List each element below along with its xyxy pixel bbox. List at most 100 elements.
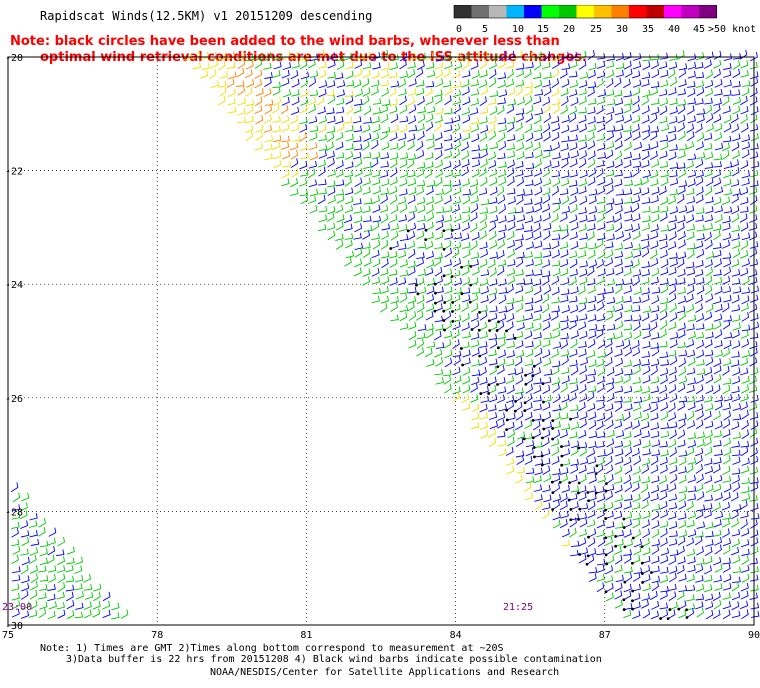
wind-barb (345, 143, 354, 151)
wind-barb (362, 186, 371, 195)
wind-barb (308, 104, 316, 114)
wind-barb (471, 144, 481, 152)
wind-barb (651, 346, 660, 357)
contamination-dot (605, 562, 609, 566)
wind-barb (606, 393, 615, 402)
wind-barb (587, 403, 596, 412)
wind-barb (407, 222, 417, 232)
wind-barb (380, 49, 389, 60)
wind-barb (749, 375, 757, 385)
wind-barb (659, 475, 668, 485)
wind-barb (750, 420, 759, 430)
wind-barb (651, 545, 660, 555)
wind-barb (696, 152, 706, 159)
wind-barb (47, 565, 57, 573)
wind-barb (587, 250, 596, 260)
wind-barb (471, 133, 480, 143)
wind-barb (524, 455, 533, 465)
wind-barb (651, 267, 660, 277)
wind-barb (623, 90, 632, 98)
wind-barb (326, 89, 335, 97)
wind-barb (696, 359, 705, 366)
wind-barb (407, 140, 415, 151)
wind-barb (595, 238, 604, 249)
wind-barb (722, 563, 731, 573)
wind-barb (425, 161, 434, 170)
wind-barb (605, 501, 614, 511)
wind-barb (218, 60, 226, 71)
wind-barb (587, 448, 596, 458)
wind-barb (695, 583, 705, 592)
wind-barb (335, 204, 344, 214)
wind-barb (695, 170, 704, 178)
wind-barb (345, 196, 354, 205)
wind-barb (470, 339, 480, 348)
contamination-dot (541, 418, 545, 422)
wind-barb (749, 96, 758, 106)
footer-note-line2: 3)Data buffer is 22 hrs from 20151208 4)… (66, 654, 602, 665)
wind-barb (525, 132, 534, 142)
wind-barb (568, 89, 578, 97)
legend-swatch (506, 5, 525, 18)
wind-barb (578, 96, 587, 105)
contamination-dot (451, 320, 455, 323)
wind-barb (660, 224, 670, 232)
wind-barb (723, 62, 732, 70)
wind-barb (722, 216, 731, 224)
wind-barb (514, 356, 523, 367)
wind-barb (696, 504, 706, 512)
wind-barb (560, 339, 569, 350)
wind-barb (435, 69, 444, 79)
wind-barb (533, 475, 542, 484)
wind-barb (443, 179, 452, 187)
wind-barb (578, 88, 587, 96)
wind-barb (705, 87, 714, 97)
wind-barb (407, 212, 416, 222)
wind-barb (714, 142, 724, 151)
wind-barb (327, 59, 336, 69)
wind-barb (588, 475, 597, 484)
wind-barb (362, 248, 371, 258)
wind-barb (651, 60, 659, 70)
wind-barb (713, 50, 722, 60)
wind-barb (443, 375, 452, 385)
wind-barb (659, 500, 668, 510)
wind-barb (470, 98, 479, 107)
wind-barb (542, 429, 551, 439)
wind-barb (407, 301, 415, 312)
contamination-dot (487, 383, 491, 387)
wind-barb (335, 160, 344, 170)
wind-barb (686, 385, 695, 394)
wind-barb (705, 206, 714, 214)
lat-lon-grid (7, 56, 755, 626)
wind-barb (416, 186, 425, 196)
wind-barb (678, 205, 688, 214)
wind-barb (479, 241, 488, 250)
wind-barb (462, 132, 471, 141)
wind-barb (749, 87, 758, 98)
wind-barb (335, 54, 344, 62)
wind-barb (507, 87, 516, 97)
wind-barb (516, 133, 525, 142)
wind-barb (452, 303, 461, 312)
wind-barb (479, 207, 489, 215)
wind-barb (354, 68, 363, 78)
wind-barb (399, 59, 407, 70)
wind-barb (676, 545, 685, 555)
wind-barb (219, 86, 227, 97)
wind-barb (416, 180, 426, 187)
wind-barb (354, 99, 363, 106)
wind-barb (435, 150, 443, 160)
wind-barb (722, 538, 732, 547)
wind-barb (642, 215, 651, 223)
wind-barb (615, 448, 624, 457)
wind-barb (479, 132, 488, 142)
wind-barb (345, 62, 354, 70)
wind-barb (462, 384, 471, 394)
wind-barb (615, 530, 625, 537)
wind-barb (237, 116, 247, 124)
wind-barb (687, 432, 697, 440)
wind-barb (497, 431, 506, 438)
wind-barb (570, 365, 579, 376)
wind-barb (705, 51, 714, 60)
